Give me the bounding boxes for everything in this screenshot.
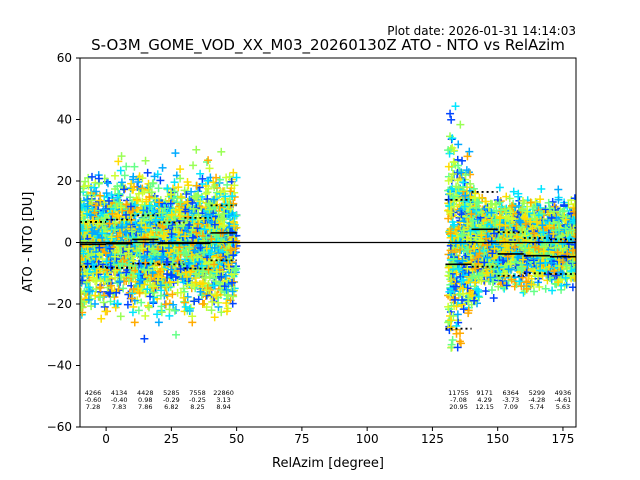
scatter-point <box>154 184 163 193</box>
scatter-point <box>495 183 504 192</box>
scatter-point <box>448 336 457 345</box>
scatter-point <box>171 149 180 158</box>
scatter-point <box>130 318 139 327</box>
scatter-point <box>165 305 174 314</box>
scatter-point <box>145 303 154 312</box>
scatter-point <box>122 162 131 171</box>
scatter-points <box>80 102 576 352</box>
scatter-point <box>458 156 467 165</box>
scatter-point <box>134 306 143 315</box>
scatter-point <box>170 306 179 315</box>
scatter-point <box>97 314 106 323</box>
scatter-point <box>509 187 518 196</box>
scatter-point <box>451 102 460 111</box>
scatter-point <box>99 298 108 307</box>
scatter-point <box>116 312 125 321</box>
scatter-point <box>223 180 232 189</box>
scatter-point <box>465 147 474 156</box>
scatter-point <box>196 169 205 178</box>
scatter-point <box>217 147 226 156</box>
scatter-point <box>110 171 119 180</box>
scatter-point <box>447 115 456 124</box>
scatter-point <box>489 294 498 303</box>
scatter-point <box>456 120 465 129</box>
scatter-point <box>141 156 150 165</box>
scatter-point <box>217 308 226 317</box>
scatter-point <box>176 165 185 174</box>
scatter-point <box>204 156 213 165</box>
scatter-point <box>181 302 190 311</box>
scatter-point <box>80 182 88 191</box>
scatter-point <box>144 301 153 310</box>
scatter-point <box>130 162 139 171</box>
scatter-point <box>183 292 192 301</box>
scatter-point <box>140 334 149 343</box>
scatter-point <box>172 330 181 339</box>
chart-title: S-O3M_GOME_VOD_XX_M03_20260130Z ATO - NT… <box>91 36 565 55</box>
scatter-point <box>157 308 166 317</box>
scatter-point <box>154 318 163 327</box>
scatter-point <box>537 184 546 193</box>
plot-date: Plot date: 2026-01-31 14:14:03 <box>387 24 576 38</box>
scatter-point <box>158 163 167 172</box>
scatter-point <box>168 290 177 299</box>
scatter-point <box>481 287 490 296</box>
scatter-point <box>101 307 110 316</box>
scatter-point <box>153 310 162 319</box>
scatter-point <box>210 313 219 322</box>
scatter-point <box>205 164 214 173</box>
scatter-point <box>128 308 137 317</box>
scatter-point <box>143 168 152 177</box>
scatter-point <box>541 284 550 293</box>
scatter-point <box>463 152 472 161</box>
scatter-point <box>446 109 455 118</box>
scatter-point <box>116 166 125 175</box>
scatter-point <box>189 161 198 170</box>
scatter-point <box>124 290 133 299</box>
scatter-point <box>120 171 129 180</box>
scatter-point <box>141 311 150 320</box>
scatter-point <box>146 292 155 301</box>
scatter-point <box>192 145 201 154</box>
